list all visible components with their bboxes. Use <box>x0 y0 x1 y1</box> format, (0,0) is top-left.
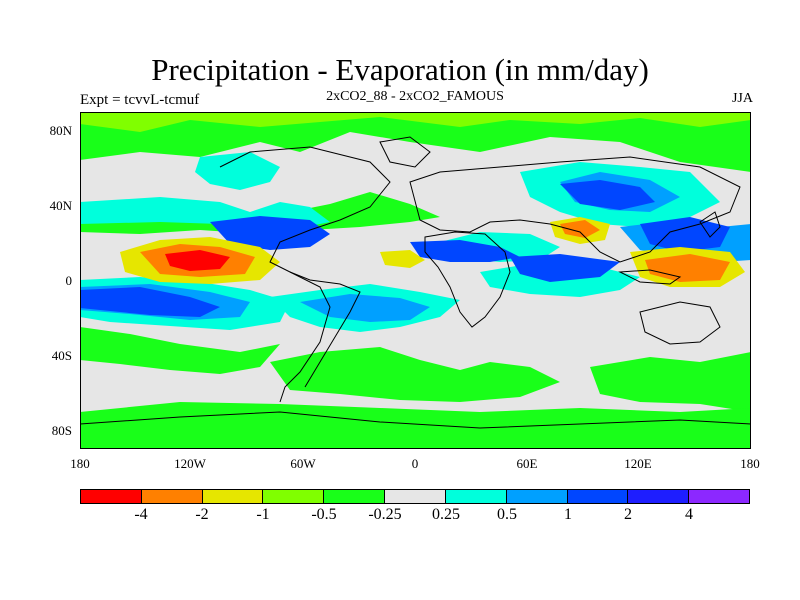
colorbar-label: 0.5 <box>497 506 517 523</box>
coastline <box>618 269 682 285</box>
contour-orange <box>560 220 600 238</box>
contour-green <box>80 112 751 132</box>
lon-label-180w: 180 <box>70 456 90 471</box>
colorbar-label: 1 <box>564 506 572 523</box>
coastline <box>424 231 511 328</box>
contour-blue <box>210 216 330 250</box>
map-frame <box>80 112 751 449</box>
pe-map-plot <box>80 112 751 449</box>
contour-blue <box>410 240 520 262</box>
coastline <box>639 301 721 345</box>
contour-orange <box>645 254 730 282</box>
contour-blue <box>80 287 220 317</box>
lon-label-120e: 120E <box>624 456 652 471</box>
contour-green <box>270 347 560 402</box>
contour-cyan <box>195 152 280 190</box>
map-subtitle: 2xCO2_88 - 2xCO2_FAMOUS <box>326 89 504 104</box>
coastline <box>699 211 721 238</box>
colorbar-swatch <box>324 490 386 503</box>
colorbar-swatch <box>141 490 203 503</box>
coastlines <box>80 136 751 429</box>
colorbar-label: -2 <box>195 506 209 523</box>
colorbar-swatch <box>628 490 690 503</box>
contour-red <box>165 250 230 271</box>
season-label: JJA <box>731 91 753 106</box>
coastline <box>80 411 751 429</box>
colorbar-swatch <box>202 490 264 503</box>
colorbar-label: 0.25 <box>432 506 460 523</box>
colorbar-label: -0.25 <box>368 506 402 523</box>
contour-blue <box>640 217 730 252</box>
contour-blue <box>510 254 620 282</box>
lon-label-180e: 180 <box>740 456 760 471</box>
lat-label-0: 0 <box>65 273 73 288</box>
field-contours <box>80 112 751 449</box>
colorbar-swatch <box>81 490 142 503</box>
lon-label-0: 0 <box>411 456 419 471</box>
lat-label-40s: 40S <box>51 348 72 363</box>
colorbar-label: -4 <box>134 506 148 523</box>
colorbar-swatch <box>263 490 325 503</box>
colorbar-swatch <box>445 490 507 503</box>
contour-green <box>80 327 280 374</box>
coastline <box>219 146 391 403</box>
colorbar-label: 2 <box>624 506 632 523</box>
lon-label-120w: 120W <box>174 456 206 471</box>
colorbar-label: -0.5 <box>311 506 337 523</box>
lat-label-80n: 80N <box>49 123 72 138</box>
lat-label-40n: 40N <box>49 198 72 213</box>
contour-cyan <box>300 294 430 322</box>
colorbar <box>80 489 750 504</box>
coastline <box>379 136 431 168</box>
coastline <box>289 271 361 388</box>
contour-yellow <box>380 250 425 268</box>
coastline <box>409 156 741 263</box>
lon-label-60e: 60E <box>516 456 538 471</box>
lat-label-80s: 80S <box>51 423 72 438</box>
contour-green <box>590 352 751 412</box>
colorbar-swatch <box>385 490 446 503</box>
colorbar-label: 4 <box>685 506 693 523</box>
contour-blue <box>560 180 655 210</box>
colorbar-swatch <box>567 490 629 503</box>
lon-label-60w: 60W <box>290 456 316 471</box>
colorbar-label: -1 <box>256 506 270 523</box>
map-title: Precipitation - Evaporation (in mm/day) <box>151 52 649 87</box>
experiment-label: Expt = tcvvL-tcmuf <box>80 92 200 108</box>
colorbar-swatch <box>506 490 568 503</box>
contour-green <box>80 112 751 172</box>
colorbar-swatch <box>689 490 749 503</box>
